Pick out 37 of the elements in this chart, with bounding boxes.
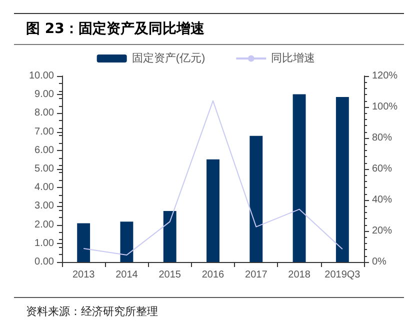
- legend-label: 同比增速: [271, 52, 316, 64]
- x-tick-label: 2019Q3: [324, 270, 361, 280]
- bar: [77, 223, 90, 262]
- y-tick-label: 6.00: [34, 144, 54, 156]
- bar: [163, 211, 176, 262]
- y-tick-label: 2.00: [34, 219, 54, 230]
- x-tick-label: 2017: [245, 270, 268, 280]
- bar: [120, 222, 134, 262]
- bar: [206, 159, 220, 262]
- legend-label: 固定资产(亿元): [132, 52, 206, 64]
- bar: [292, 94, 306, 262]
- y-tick-label: 3.00: [34, 200, 54, 212]
- y2-tick-label: 60%: [372, 164, 392, 174]
- y-tick-label: 1.00: [34, 238, 54, 249]
- y2-tick-label: 0%: [372, 256, 387, 268]
- x-tick-label: 2018: [288, 270, 311, 280]
- text: 资料来源：经济研究所整理: [14, 297, 404, 319]
- x-tick-label: 2013: [72, 270, 96, 280]
- x-tick-label: 2015: [158, 270, 182, 280]
- x-tick-label: 2014: [116, 270, 138, 280]
- y2-tick-label: 120%: [372, 70, 398, 82]
- y2-tick-label: 20%: [372, 226, 392, 236]
- y-tick-label: 8.00: [34, 108, 54, 119]
- bar: [336, 97, 349, 262]
- y2-tick-label: 100%: [372, 102, 398, 112]
- chart-title: 图 23：固定资产及同比增速: [14, 13, 404, 45]
- x-tick-label: 2016: [202, 270, 225, 280]
- bar: [250, 136, 263, 262]
- y2-tick-label: 80%: [372, 132, 392, 144]
- y-tick-label: 0.00: [34, 256, 54, 268]
- line-series: [83, 100, 343, 256]
- y-tick-label: 9.00: [34, 89, 54, 100]
- y-tick-label: 10.00: [28, 70, 54, 82]
- y-tick-label: 4.00: [34, 182, 54, 194]
- y2-tick-label: 40%: [372, 194, 392, 206]
- y-tick-label: 7.00: [34, 126, 54, 138]
- y-tick-label: 5.00: [34, 164, 54, 174]
